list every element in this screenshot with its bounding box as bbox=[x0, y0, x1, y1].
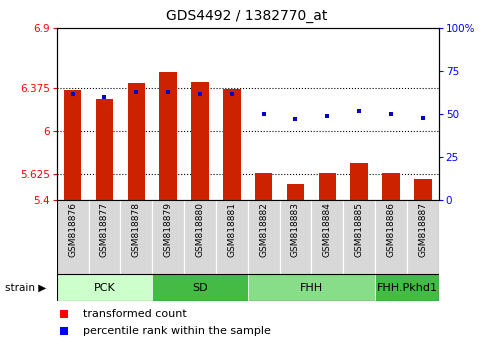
Bar bbox=[312, 200, 343, 274]
Text: PCK: PCK bbox=[94, 282, 115, 293]
Bar bbox=[223, 89, 241, 200]
Bar bbox=[247, 200, 280, 274]
Bar bbox=[343, 200, 375, 274]
Text: GSM818882: GSM818882 bbox=[259, 202, 268, 257]
Bar bbox=[375, 200, 407, 274]
Text: GSM818878: GSM818878 bbox=[132, 202, 141, 257]
Text: GSM818884: GSM818884 bbox=[323, 202, 332, 257]
Text: strain ▶: strain ▶ bbox=[5, 282, 46, 293]
Bar bbox=[247, 274, 375, 301]
Text: GSM818887: GSM818887 bbox=[419, 202, 427, 257]
Text: transformed count: transformed count bbox=[83, 309, 187, 319]
Bar bbox=[120, 200, 152, 274]
Bar bbox=[414, 179, 431, 200]
Bar bbox=[152, 274, 247, 301]
Text: GSM818880: GSM818880 bbox=[195, 202, 205, 257]
Text: GSM818877: GSM818877 bbox=[100, 202, 109, 257]
Bar bbox=[96, 99, 113, 200]
Text: SD: SD bbox=[192, 282, 208, 293]
Bar bbox=[287, 184, 304, 200]
Bar bbox=[64, 90, 81, 200]
Text: GSM818883: GSM818883 bbox=[291, 202, 300, 257]
Text: FHH.Pkhd1: FHH.Pkhd1 bbox=[377, 282, 437, 293]
Bar bbox=[57, 274, 152, 301]
Bar bbox=[382, 172, 400, 200]
Bar bbox=[375, 274, 439, 301]
Text: FHH: FHH bbox=[300, 282, 323, 293]
Bar bbox=[280, 200, 312, 274]
Bar bbox=[216, 200, 247, 274]
Bar bbox=[318, 172, 336, 200]
Text: GSM818885: GSM818885 bbox=[354, 202, 364, 257]
Bar bbox=[351, 164, 368, 200]
Text: GDS4492 / 1382770_at: GDS4492 / 1382770_at bbox=[166, 9, 327, 23]
Text: GSM818881: GSM818881 bbox=[227, 202, 236, 257]
Bar bbox=[184, 200, 216, 274]
Bar bbox=[152, 200, 184, 274]
Bar bbox=[191, 82, 209, 200]
Text: GSM818879: GSM818879 bbox=[164, 202, 173, 257]
Text: GSM818876: GSM818876 bbox=[68, 202, 77, 257]
Text: percentile rank within the sample: percentile rank within the sample bbox=[83, 326, 271, 336]
Bar bbox=[89, 200, 120, 274]
Bar bbox=[128, 83, 145, 200]
Bar bbox=[255, 172, 273, 200]
Bar bbox=[159, 72, 177, 200]
Bar bbox=[407, 200, 439, 274]
Bar bbox=[57, 200, 89, 274]
Text: GSM818886: GSM818886 bbox=[387, 202, 395, 257]
